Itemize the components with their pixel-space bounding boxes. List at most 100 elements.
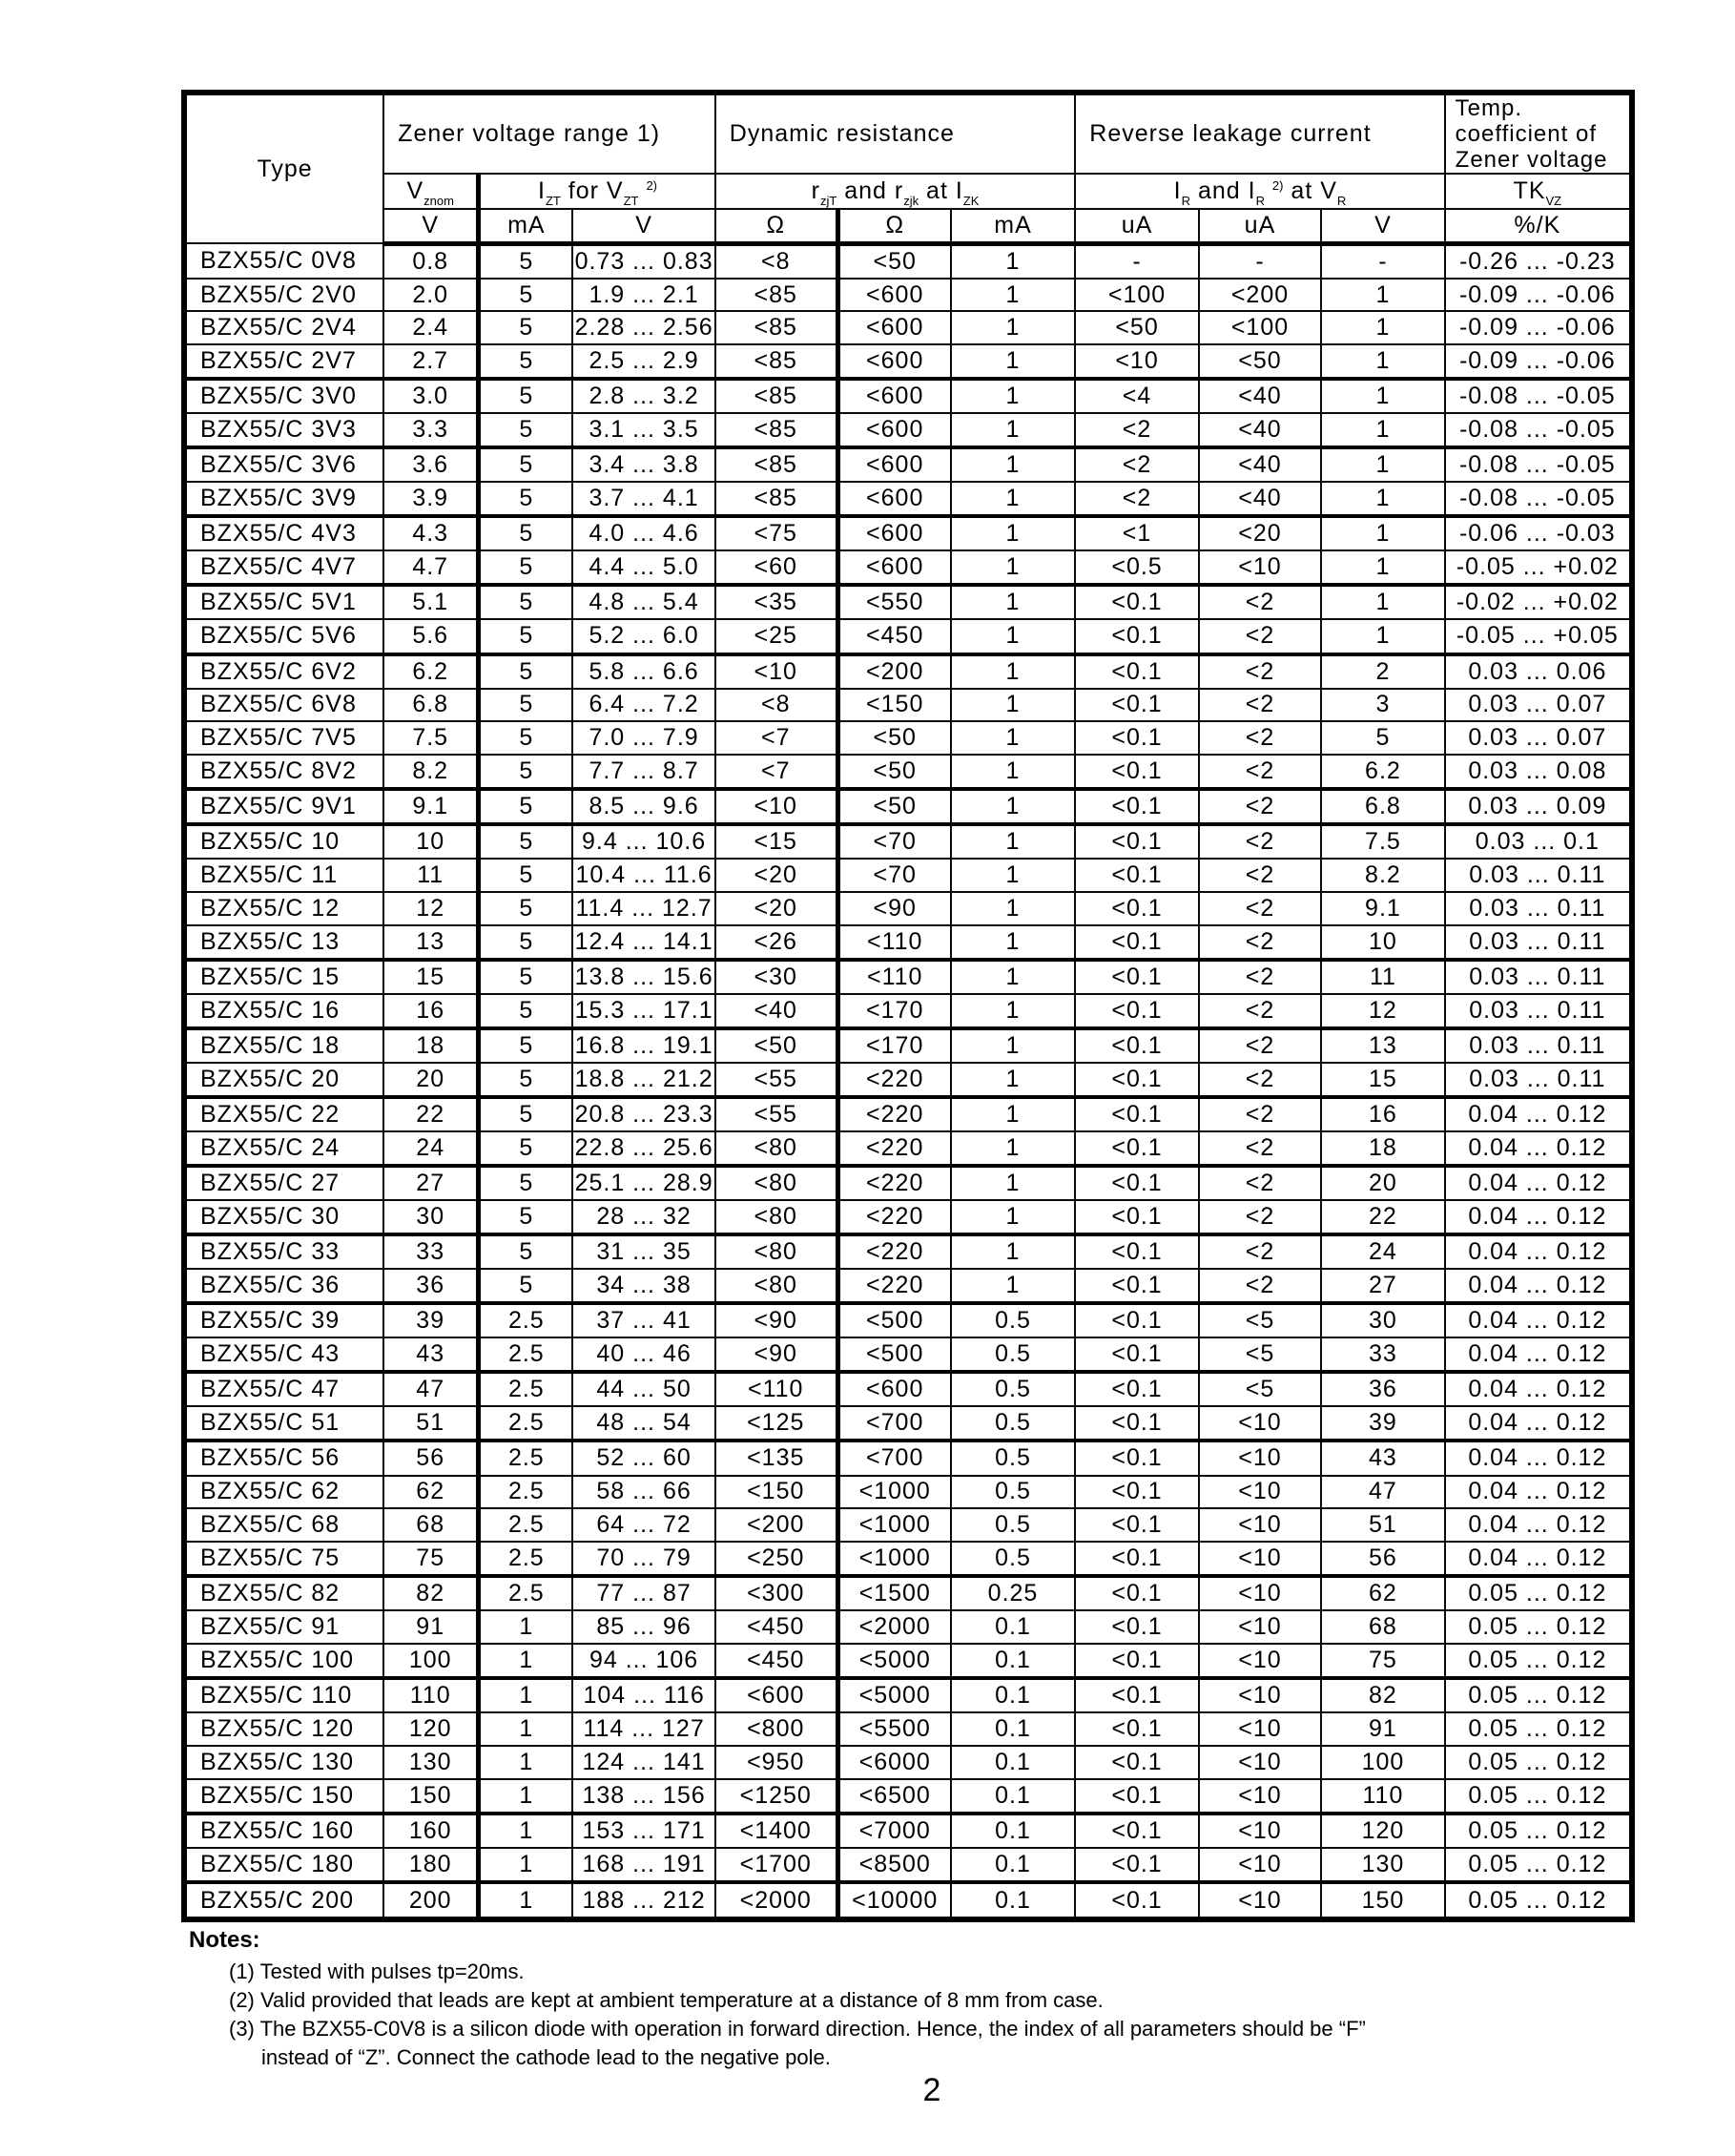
value-cell: <10 xyxy=(1197,1541,1323,1579)
value-cell: <600 xyxy=(837,481,952,519)
value-cell: 75 xyxy=(382,1541,482,1579)
table-row: BZX55/C 2V4 2.4 5 2.28 ... 2.56 <85 <600 1 <50 <… xyxy=(182,310,1634,346)
value-cell: 114 ... 127 xyxy=(571,1711,716,1748)
value-cell: <2 xyxy=(1074,446,1200,484)
type-cell: BZX55/C 15 xyxy=(182,959,385,996)
table-row: BZX55/C 47 47 2.5 44 ... 50 <110 <600 0.5 <0.1 <… xyxy=(182,1371,1634,1408)
value-cell: <0.1 xyxy=(1074,858,1200,894)
value-cell: 18 xyxy=(382,1027,482,1065)
value-cell: 1 xyxy=(477,1745,574,1781)
type-cell: BZX55/C 4V7 xyxy=(182,549,385,588)
value-cell: 82 xyxy=(382,1575,482,1612)
value-cell: <40 xyxy=(713,993,840,1031)
value-cell: <0.1 xyxy=(1074,959,1200,996)
value-cell: <6500 xyxy=(837,1778,952,1816)
value-cell: 5 xyxy=(477,277,574,313)
value-cell: <0.1 xyxy=(1074,584,1200,621)
value-cell: <100 xyxy=(1197,310,1323,346)
value-cell: 1 xyxy=(477,1813,574,1850)
type-cell: BZX55/C 10 xyxy=(182,823,385,860)
value-cell: 5 xyxy=(477,446,574,484)
value-cell: <2 xyxy=(1197,891,1323,927)
table-row: BZX55/C 11 11 5 10.4 ... 11.6 <20 <70 1 <0.1 <2 8… xyxy=(182,858,1634,894)
value-cell: <600 xyxy=(713,1677,840,1714)
type-cell: BZX55/C 68 xyxy=(182,1507,385,1544)
unit-header-6: uA xyxy=(1074,208,1200,246)
value-cell: <200 xyxy=(1197,277,1323,313)
value-cell: 2.5 xyxy=(477,1371,574,1408)
value-cell: <0.1 xyxy=(1074,1096,1200,1133)
value-cell: 5 xyxy=(477,788,574,827)
value-cell: <2 xyxy=(1197,754,1323,792)
value-cell: 5 xyxy=(477,1062,574,1100)
value-cell: 5 xyxy=(477,310,574,346)
value-cell: 13.8 ... 15.6 xyxy=(571,959,716,996)
table-row: BZX55/C 36 36 5 34 ... 38 <80 <220 1 <0.1 <2 27 0.… xyxy=(182,1268,1634,1306)
value-cell: 0.1 xyxy=(949,1881,1077,1920)
value-cell: <4 xyxy=(1074,378,1200,415)
value-cell: -0.05 ... +0.02 xyxy=(1443,549,1634,588)
unit-header-4: Ω xyxy=(837,208,952,246)
value-cell: 124 ... 141 xyxy=(571,1745,716,1781)
value-cell: <450 xyxy=(713,1609,840,1646)
value-cell: <10 xyxy=(1197,1711,1323,1748)
type-cell: BZX55/C 6V8 xyxy=(182,687,385,723)
value-cell: 1 xyxy=(949,446,1077,484)
value-cell: 5 xyxy=(1320,720,1446,757)
value-cell: <1 xyxy=(1074,515,1200,552)
value-cell: <0.1 xyxy=(1074,1233,1200,1271)
value-cell: 43 xyxy=(1320,1440,1446,1477)
value-cell: <55 xyxy=(713,1096,840,1133)
value-cell: <50 xyxy=(1197,343,1323,382)
table-row: BZX55/C 8V2 8.2 5 7.7 ... 8.7 <7 <50 1 <0.1 <2 6.… xyxy=(182,754,1634,792)
type-cell: BZX55/C 3V9 xyxy=(182,481,385,519)
value-cell: 1 xyxy=(949,687,1077,723)
value-cell: 0.1 xyxy=(949,1813,1077,1850)
value-cell: <0.1 xyxy=(1074,924,1200,963)
value-cell: 0.04 ... 0.12 xyxy=(1443,1130,1634,1169)
value-cell: <2 xyxy=(1074,481,1200,519)
value-cell: 0.03 ... 0.11 xyxy=(1443,959,1634,996)
value-cell: <2 xyxy=(1197,993,1323,1031)
table-row: BZX55/C 13 13 5 12.4 ... 14.1 <26 <110 1 <0.1 <2… xyxy=(182,924,1634,963)
value-cell: <0.1 xyxy=(1074,1440,1200,1477)
value-cell: 5 xyxy=(477,1027,574,1065)
value-cell: 5.2 ... 6.0 xyxy=(571,618,716,656)
value-cell: 0.05 ... 0.12 xyxy=(1443,1711,1634,1748)
value-cell: 153 ... 171 xyxy=(571,1813,716,1850)
value-cell: 200 xyxy=(382,1881,482,1920)
value-cell: <170 xyxy=(837,993,952,1031)
value-cell: 12 xyxy=(1320,993,1446,1031)
value-cell: <0.1 xyxy=(1074,720,1200,757)
group-header-0: Zener voltage range 1) xyxy=(382,92,716,175)
value-cell: <70 xyxy=(837,858,952,894)
value-cell: 120 xyxy=(1320,1813,1446,1850)
value-cell: 1 xyxy=(949,891,1077,927)
type-cell: BZX55/C 9V1 xyxy=(182,788,385,827)
header-param-row: Vznom IZT for VZT 2) rzjT and rzjk at IZK I… xyxy=(184,173,1634,210)
table-row: BZX55/C 5V6 5.6 5 5.2 ... 6.0 <25 <450 1 <0.1 <2… xyxy=(182,618,1634,656)
value-cell: <600 xyxy=(837,549,952,588)
value-cell: <220 xyxy=(837,1165,952,1202)
value-cell: <700 xyxy=(837,1405,952,1443)
type-cell: BZX55/C 20 xyxy=(182,1062,385,1100)
value-cell: 16.8 ... 19.1 xyxy=(571,1027,716,1065)
value-cell: <2 xyxy=(1197,653,1323,690)
type-cell: BZX55/C 13 xyxy=(182,924,385,963)
group-header-1: Dynamic resistance xyxy=(713,92,1077,175)
value-cell: <0.1 xyxy=(1074,891,1200,927)
value-cell: 1 xyxy=(949,618,1077,656)
value-cell: 5 xyxy=(477,242,574,280)
value-cell: <80 xyxy=(713,1233,840,1271)
table-row: BZX55/C 0V8 0.8 5 0.73 ... 0.83 <8 <50 1- - - -0.… xyxy=(182,242,1634,280)
value-cell: 5 xyxy=(477,823,574,860)
type-cell: BZX55/C 2V0 xyxy=(182,277,385,313)
value-cell: <2 xyxy=(1197,584,1323,621)
table-row: BZX55/C 91 91 1 85 ... 96 <450 <2000 0.1 <0.1 <1… xyxy=(182,1609,1634,1646)
table-row: BZX55/C 16 16 5 15.3 ... 17.1 <40 <170 1 <0.1 <2… xyxy=(182,993,1634,1031)
value-cell: 1 xyxy=(949,1165,1077,1202)
value-cell: 75 xyxy=(1320,1643,1446,1681)
value-cell: <10 xyxy=(713,788,840,827)
value-cell: 2.0 xyxy=(382,277,482,313)
